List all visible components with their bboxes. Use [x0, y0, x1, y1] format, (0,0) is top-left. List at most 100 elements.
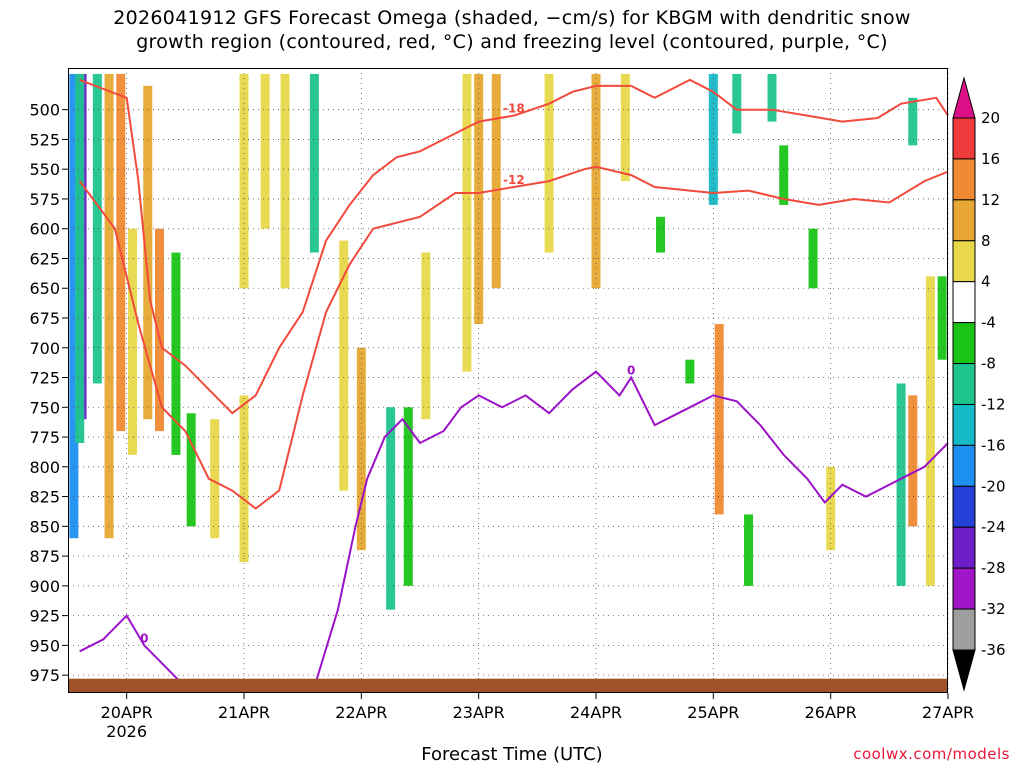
colorbar-box [952, 567, 976, 610]
colorbar-top-arrow [952, 76, 976, 119]
y-tick-label: 575 [29, 190, 60, 209]
x-tick-label: 20APR [101, 703, 153, 722]
colorbar-box [952, 526, 976, 569]
y-tick-label: 625 [29, 249, 60, 268]
y-tick-label: 775 [29, 428, 60, 447]
omega-cell [462, 73, 472, 372]
omega-cell [260, 73, 270, 229]
colorbar-label: 20 [981, 109, 1000, 127]
omega-cell [186, 413, 196, 527]
omega-cell [309, 73, 319, 253]
omega-cell [421, 252, 431, 420]
omega-cell [386, 407, 396, 610]
x-tick-label: 26APR [805, 703, 857, 722]
omega-cell [656, 216, 666, 253]
omega-cell [544, 73, 554, 253]
x-tick-sublabel: 2026 [106, 722, 147, 741]
dendritic-contour-line [78, 165, 949, 510]
freezing-contour-line [79, 613, 187, 688]
y-tick-label: 500 [29, 101, 60, 120]
omega-cell [491, 73, 501, 289]
omega-cell [896, 383, 906, 586]
y-tick-label: 950 [29, 636, 60, 655]
y-tick-label: 525 [29, 130, 60, 149]
colorbar-label: 4 [981, 273, 991, 291]
y-tick-label: 650 [29, 279, 60, 298]
colorbar-label: 16 [981, 150, 1000, 168]
colorbar-label: -8 [981, 355, 996, 373]
omega-cell [155, 228, 165, 432]
x-axis-label: Forecast Time (UTC) [421, 744, 603, 765]
y-tick-label: 550 [29, 160, 60, 179]
dendritic-contour-label: -18 [503, 102, 525, 116]
omega-cell [937, 276, 947, 360]
omega-cell [779, 145, 789, 205]
colorbar-box [952, 363, 976, 405]
omega-cell [685, 359, 695, 384]
omega-cell [75, 73, 85, 443]
x-tick-label: 21APR [218, 703, 270, 722]
colorbar-label: 8 [981, 232, 991, 250]
omega-cell [92, 73, 102, 384]
y-tick-label: 750 [29, 398, 60, 417]
colorbar-label: -32 [981, 600, 1006, 618]
colorbar-box [952, 608, 976, 651]
omega-cell [591, 73, 601, 289]
omega-cell [143, 85, 153, 420]
x-tick-label: 24APR [570, 703, 622, 722]
omega-cell [925, 276, 935, 586]
omega-cell [171, 252, 181, 455]
y-tick-label: 675 [29, 309, 60, 328]
dendritic-contour-label: -12 [503, 173, 525, 187]
y-tick-label: 850 [29, 517, 60, 536]
credit-text: coolwx.com/models [853, 745, 1010, 763]
terrain-band [68, 678, 948, 693]
freezing-contour-line [313, 370, 949, 688]
y-tick-label: 725 [29, 369, 60, 388]
y-tick-label: 900 [29, 577, 60, 596]
x-tick-label: 22APR [335, 703, 387, 722]
chart-title-line-1: 2026041912 GFS Forecast Omega (shaded, −… [113, 7, 911, 29]
omega-cell [714, 323, 724, 515]
omega-cell [908, 395, 918, 527]
colorbar-box [952, 158, 976, 201]
colorbar-bottom-arrow [952, 649, 976, 692]
omega-cell [280, 73, 290, 289]
dendritic-contour-line [79, 78, 949, 415]
colorbar-label: -4 [981, 314, 996, 332]
colorbar-label: 12 [981, 191, 1000, 209]
y-tick-label: 600 [29, 220, 60, 239]
omega-cell [104, 73, 114, 539]
colorbar-box [952, 485, 976, 528]
y-tick-label: 975 [29, 666, 60, 685]
y-tick-label: 875 [29, 547, 60, 566]
colorbar-label: -36 [981, 641, 1006, 659]
omega-cell [744, 514, 754, 586]
omega-cell [620, 73, 630, 182]
colorbar-box [952, 117, 976, 160]
omega-cell [339, 240, 349, 491]
x-tick-label: 25APR [687, 703, 739, 722]
omega-cell [239, 73, 249, 289]
x-tick-label: 27APR [922, 703, 974, 722]
omega-cell [908, 97, 918, 146]
omega-cell [128, 228, 138, 455]
colorbar-box [952, 322, 976, 365]
x-tick-label: 23APR [453, 703, 505, 722]
colorbar-label: -16 [981, 436, 1006, 454]
y-tick-label: 700 [29, 339, 60, 358]
colorbar-box [952, 240, 976, 283]
colorbar-box [952, 199, 976, 242]
y-tick-label: 825 [29, 488, 60, 507]
colorbar-label: -20 [981, 477, 1006, 495]
omega-cell [767, 73, 777, 122]
omega-cell [732, 73, 742, 134]
colorbar-label: -24 [981, 518, 1006, 536]
colorbar-box [952, 444, 976, 487]
omega-cell [69, 73, 79, 539]
chart-title-line-2: growth region (contoured, red, °C) and f… [136, 31, 888, 53]
omega-cell [210, 419, 220, 539]
y-tick-label: 925 [29, 607, 60, 626]
freezing-contour-label: 0 [140, 631, 148, 645]
